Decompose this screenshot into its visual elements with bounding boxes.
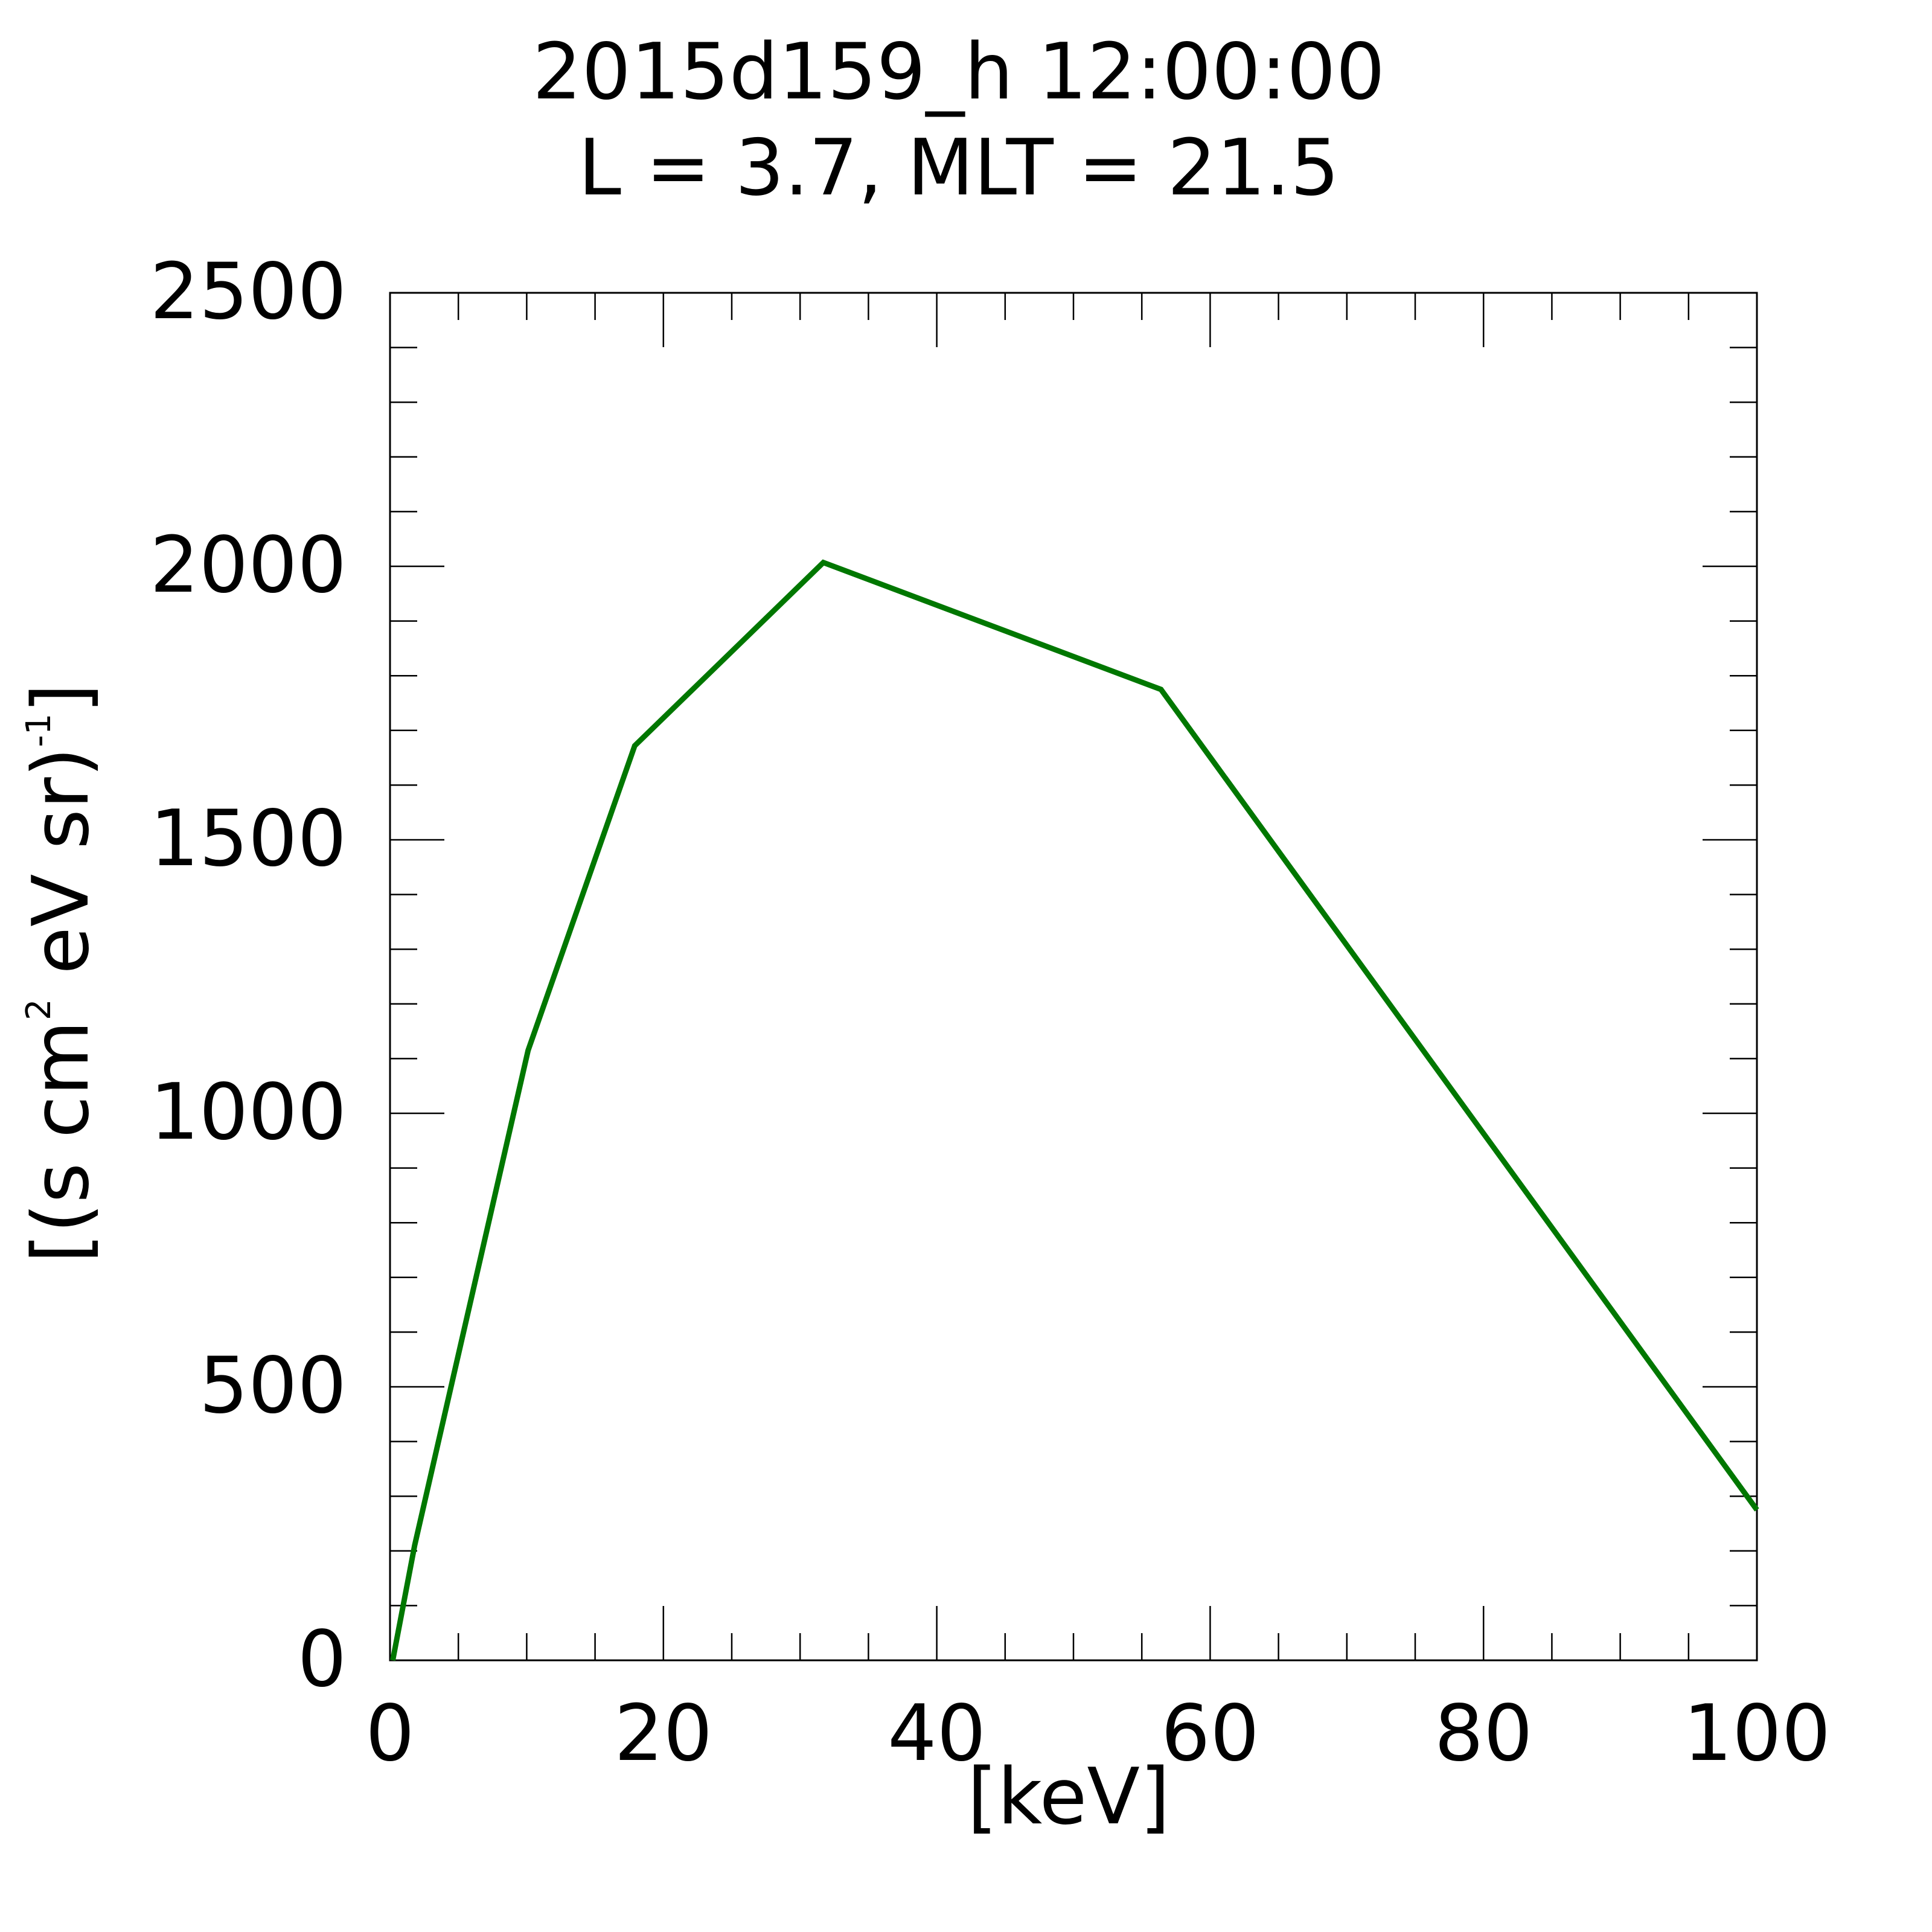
y-tick-label: 1000 (150, 1067, 347, 1157)
chart-title: 2015d159_h 12:00:00 (533, 27, 1385, 117)
x-tick-label: 100 (1683, 1689, 1831, 1779)
y-tick-label: 0 (298, 1614, 347, 1704)
y-tick-label: 1500 (150, 794, 347, 884)
y-axis-label-sup1: 2 (19, 999, 59, 1020)
y-tick-label: 2500 (150, 247, 347, 337)
x-tick-label: 80 (1435, 1689, 1533, 1779)
y-axis-label-part3: ] (16, 683, 106, 714)
y-tick-label: 2000 (150, 520, 347, 610)
chart-subtitle: L = 3.7, MLT = 21.5 (578, 123, 1340, 213)
plot-area (389, 292, 1758, 1662)
y-axis-label-part2: eV sr) (16, 747, 106, 999)
y-tick-label: 500 (199, 1341, 347, 1431)
series-line (390, 559, 1759, 1661)
x-tick-label: 60 (1161, 1689, 1259, 1779)
y-axis-label: [(s cm2 eV sr)-1] (16, 683, 106, 1264)
x-tick-label: 40 (888, 1689, 986, 1779)
x-axis-label: [keV] (967, 1752, 1170, 1842)
x-tick-label: 0 (365, 1689, 414, 1779)
axis-ticks (389, 292, 1758, 1662)
x-tick-label: 20 (614, 1689, 712, 1779)
plot-border (389, 292, 1758, 1662)
y-axis-label-part1: [(s cm (16, 1020, 106, 1263)
series-layer (390, 559, 1759, 1661)
y-axis-label-sup2: -1 (19, 714, 59, 747)
